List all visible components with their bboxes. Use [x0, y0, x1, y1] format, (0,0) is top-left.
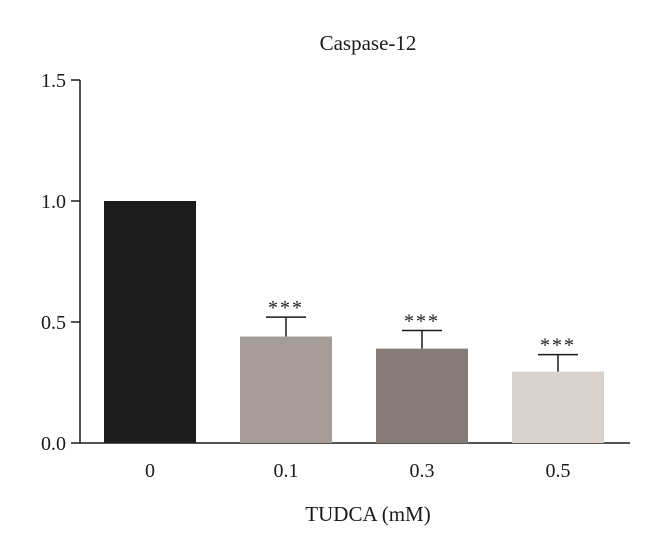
x-tick-label: 0.3: [410, 460, 435, 482]
bar-0: [104, 201, 196, 443]
bar-2: [376, 348, 468, 443]
significance-label-1: ***: [268, 297, 304, 319]
x-axis-label: TUDCA (mM): [305, 502, 430, 526]
y-tick-label: 0.0: [41, 433, 66, 455]
y-axis-ticks: 0.0 0.5 1.0 1.5: [41, 70, 80, 455]
y-tick-label: 1.5: [41, 70, 66, 92]
y-tick-label: 0.5: [41, 312, 66, 334]
x-tick-label: 0: [145, 460, 155, 482]
x-axis-ticks: 0 0.1 0.3 0.5: [145, 460, 571, 482]
chart-title: Caspase-12: [320, 31, 417, 55]
y-tick-label: 1.0: [41, 191, 66, 213]
x-tick-label: 0.1: [274, 460, 299, 482]
bars: *** *** ***: [104, 201, 604, 443]
x-tick-label: 0.5: [546, 460, 571, 482]
bar-1: [240, 336, 332, 443]
significance-label-3: ***: [540, 335, 576, 357]
significance-label-2: ***: [404, 310, 440, 332]
bar-3: [512, 371, 604, 443]
